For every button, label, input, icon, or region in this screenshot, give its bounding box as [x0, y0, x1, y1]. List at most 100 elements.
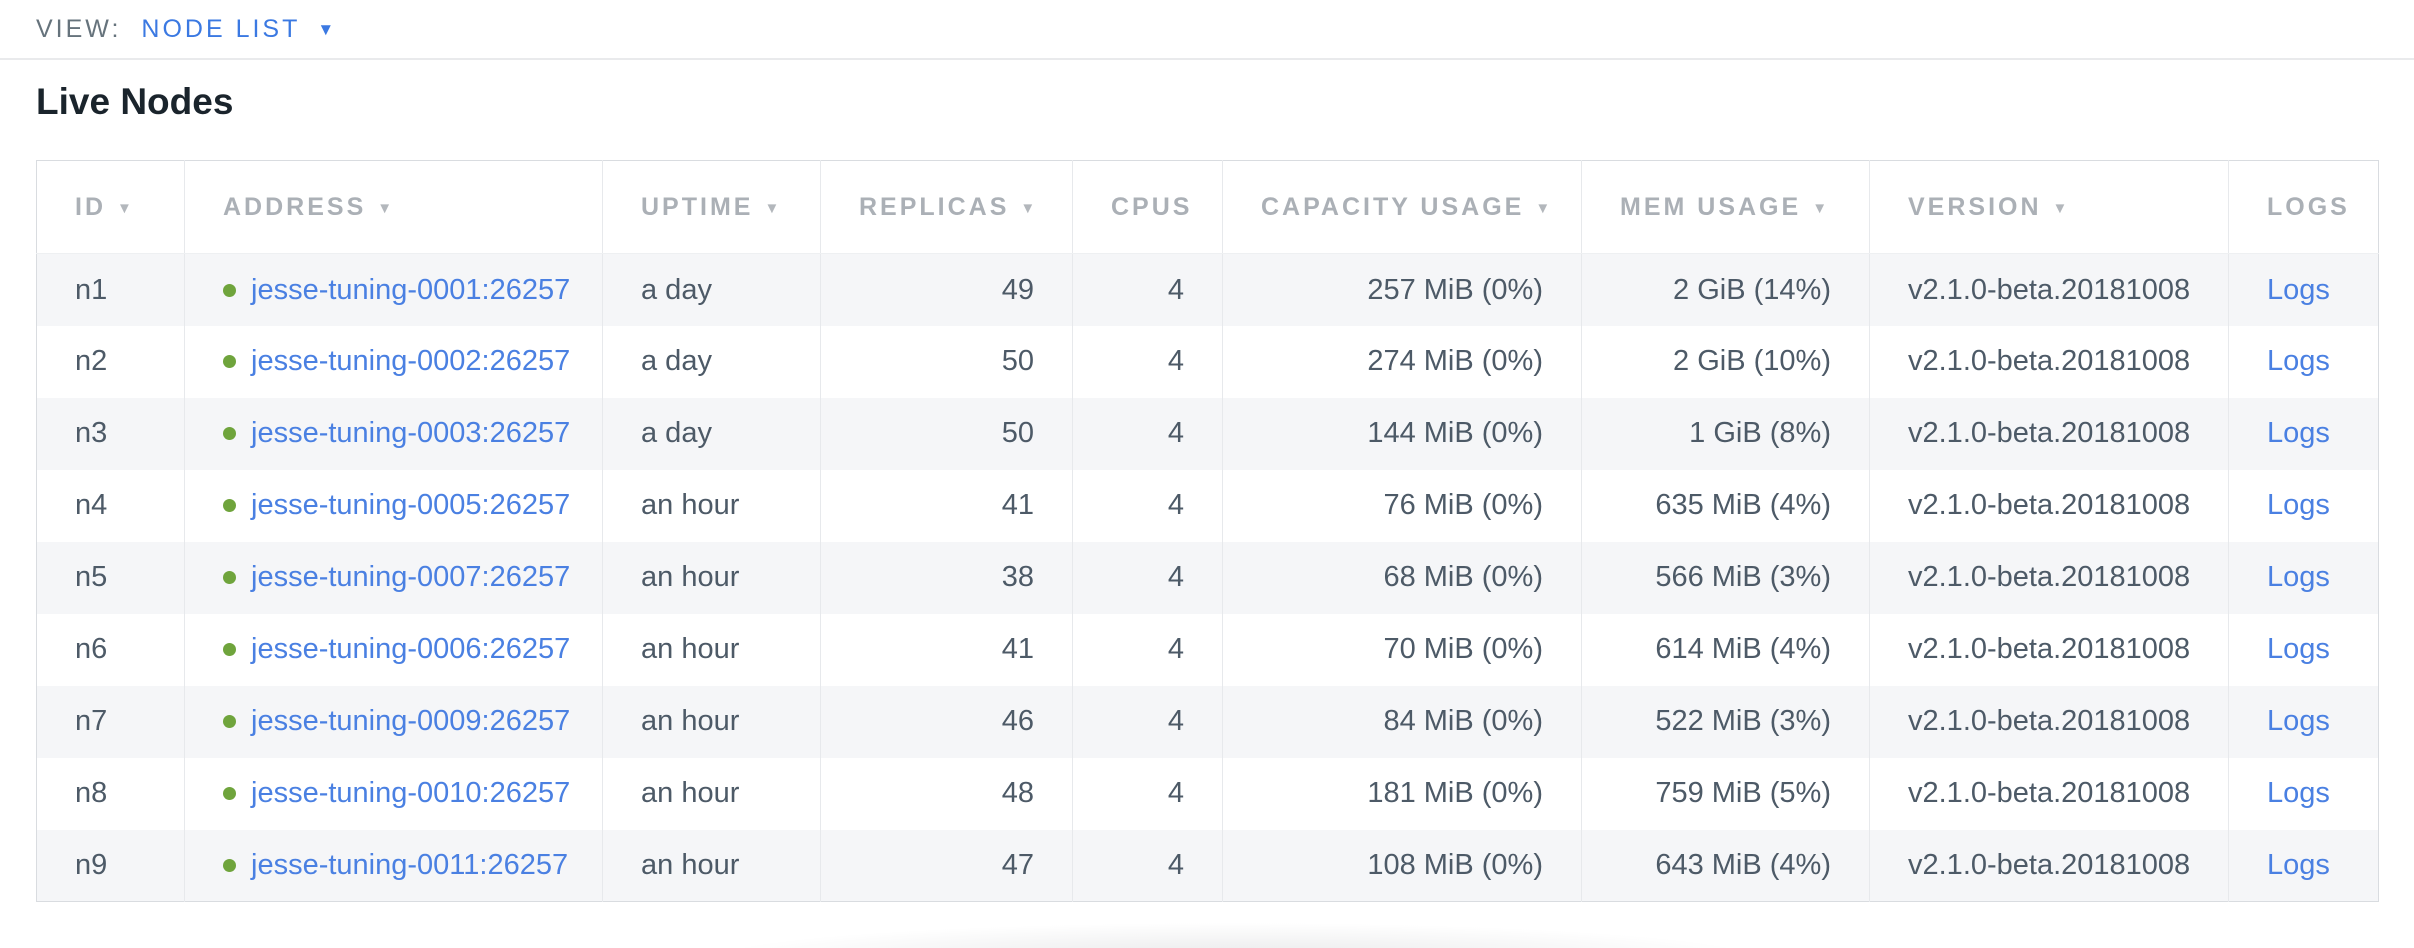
node-address-link[interactable]: jesse-tuning-0003:26257 — [251, 417, 571, 450]
logs-link[interactable]: Logs — [2267, 633, 2330, 666]
node-id-cell: n7 — [75, 705, 108, 738]
node-row-n2: n2 jesse-tuning-0002:26257 a day 50 4 274 MiB… — [36, 325, 2379, 398]
node-address-cell: jesse-tuning-0002:26257 — [184, 325, 603, 398]
node-replicas-cell: 48 — [820, 757, 1073, 830]
node-cpus-cell: 4 — [1072, 685, 1223, 758]
column-header-address[interactable]: ADDRESS ▼ — [184, 160, 603, 255]
node-uptime-cell: an hour — [602, 613, 821, 686]
sort-desc-icon: ▼ — [1535, 199, 1554, 217]
node-row-n7: n7 jesse-tuning-0009:26257 an hour 46 4 84 Mi… — [36, 685, 2379, 758]
node-uptime-cell: an hour — [602, 469, 821, 542]
node-address-cell: jesse-tuning-0007:26257 — [184, 541, 603, 614]
node-cpus-cell: 4 — [1072, 469, 1223, 542]
logs-link[interactable]: Logs — [2267, 849, 2330, 882]
node-replicas-cell: 50 — [820, 397, 1073, 470]
node-id-cell: n4 — [75, 489, 108, 522]
node-mem-cell: 614 MiB (4%) — [1581, 613, 1870, 686]
node-address-link[interactable]: jesse-tuning-0001:26257 — [251, 273, 571, 306]
live-status-icon — [223, 283, 236, 297]
logs-link[interactable]: Logs — [2267, 345, 2330, 378]
node-uptime-cell: an hour — [602, 757, 821, 830]
logs-link[interactable]: Logs — [2267, 273, 2330, 306]
node-address-link[interactable]: jesse-tuning-0002:26257 — [251, 345, 571, 378]
node-id-cell: n3 — [75, 417, 108, 450]
node-address-link[interactable]: jesse-tuning-0007:26257 — [251, 561, 571, 594]
sort-desc-icon: ▼ — [1812, 199, 1831, 217]
node-address-cell: jesse-tuning-0005:26257 — [184, 469, 603, 542]
column-label: CPUS — [1111, 192, 1193, 221]
node-version-cell: v2.1.0-beta.20181008 — [1869, 469, 2229, 542]
live-status-icon — [223, 571, 236, 585]
node-id-cell: n5 — [75, 561, 108, 594]
node-cpus-cell: 4 — [1072, 829, 1223, 902]
node-address-link[interactable]: jesse-tuning-0005:26257 — [251, 489, 571, 522]
view-selector[interactable]: NODE LIST ▼ — [141, 15, 334, 44]
column-label: ID — [75, 192, 106, 221]
logs-link[interactable]: Logs — [2267, 417, 2330, 450]
view-selected-value: NODE LIST — [141, 14, 301, 43]
column-header-mem[interactable]: MEM USAGE ▼ — [1581, 160, 1870, 255]
table-header: ID ▼ ADDRESS ▼ UPTIME ▼ REPLICAS ▼ CPUS CAPACITY … — [36, 160, 2379, 255]
column-header-replicas[interactable]: REPLICAS ▼ — [820, 160, 1073, 255]
node-address-link[interactable]: jesse-tuning-0011:26257 — [251, 849, 569, 882]
logs-link[interactable]: Logs — [2267, 489, 2330, 522]
node-capacity-cell: 274 MiB (0%) — [1222, 325, 1582, 398]
node-capacity-cell: 70 MiB (0%) — [1222, 613, 1582, 686]
node-capacity-cell: 68 MiB (0%) — [1222, 541, 1582, 614]
node-address-cell: jesse-tuning-0009:26257 — [184, 685, 603, 758]
chevron-down-icon: ▼ — [317, 19, 335, 39]
node-mem-cell: 1 GiB (8%) — [1581, 397, 1870, 470]
node-cpus-cell: 4 — [1072, 253, 1223, 326]
node-capacity-cell: 144 MiB (0%) — [1222, 397, 1582, 470]
node-mem-cell: 522 MiB (3%) — [1581, 685, 1870, 758]
node-mem-cell: 759 MiB (5%) — [1581, 757, 1870, 830]
live-status-icon — [223, 859, 236, 873]
sort-desc-icon: ▼ — [117, 199, 135, 217]
node-replicas-cell: 41 — [820, 469, 1073, 542]
node-logs-cell: Logs — [2228, 613, 2379, 686]
column-label: REPLICAS — [859, 192, 1010, 221]
live-nodes-section: Live Nodes ID ▼ ADDRESS ▼ UPTIME ▼ REPLICAS ▼ CP… — [0, 80, 2414, 903]
node-version-cell: v2.1.0-beta.20181008 — [1869, 253, 2229, 326]
logs-link[interactable]: Logs — [2267, 561, 2330, 594]
column-label: MEM USAGE — [1620, 192, 1802, 221]
column-header-logs: LOGS — [2228, 160, 2379, 255]
logs-link[interactable]: Logs — [2267, 705, 2330, 738]
node-cpus-cell: 4 — [1072, 325, 1223, 398]
view-label: VIEW: — [36, 14, 122, 43]
table-header-row: ID ▼ ADDRESS ▼ UPTIME ▼ REPLICAS ▼ CPUS CAPACITY … — [36, 160, 2379, 255]
node-uptime-cell: an hour — [602, 829, 821, 902]
node-version-cell: v2.1.0-beta.20181008 — [1869, 541, 2229, 614]
node-version-cell: v2.1.0-beta.20181008 — [1869, 829, 2229, 902]
node-uptime-cell: a day — [602, 397, 821, 470]
logs-link[interactable]: Logs — [2267, 777, 2330, 810]
column-label: ADDRESS — [223, 192, 367, 221]
node-version-cell: v2.1.0-beta.20181008 — [1869, 325, 2229, 398]
column-header-id[interactable]: ID ▼ — [36, 160, 185, 255]
node-row-n9: n9 jesse-tuning-0011:26257 an hour 47 4 108 M… — [36, 829, 2379, 902]
node-row-n6: n6 jesse-tuning-0006:26257 an hour 41 4 70 Mi… — [36, 613, 2379, 686]
node-capacity-cell: 181 MiB (0%) — [1222, 757, 1582, 830]
node-mem-cell: 2 GiB (10%) — [1581, 325, 1870, 398]
table-body: n1 jesse-tuning-0001:26257 a day 49 4 257 MiB… — [36, 253, 2379, 902]
node-address-cell: jesse-tuning-0011:26257 — [184, 829, 603, 902]
node-address-link[interactable]: jesse-tuning-0006:26257 — [251, 633, 571, 666]
node-id-cell: n8 — [75, 777, 108, 810]
node-row-n8: n8 jesse-tuning-0010:26257 an hour 48 4 181 M… — [36, 757, 2379, 830]
node-cpus-cell: 4 — [1072, 613, 1223, 686]
sort-desc-icon: ▼ — [764, 199, 783, 217]
live-status-icon — [223, 355, 236, 369]
node-address-link[interactable]: jesse-tuning-0009:26257 — [251, 705, 571, 738]
column-header-uptime[interactable]: UPTIME ▼ — [602, 160, 821, 255]
node-address-link[interactable]: jesse-tuning-0010:26257 — [251, 777, 571, 810]
node-id-cell: n1 — [75, 273, 108, 306]
node-logs-cell: Logs — [2228, 541, 2379, 614]
live-status-icon — [223, 787, 236, 801]
node-cpus-cell: 4 — [1072, 541, 1223, 614]
column-header-version[interactable]: VERSION ▼ — [1869, 160, 2229, 255]
node-logs-cell: Logs — [2228, 397, 2379, 470]
node-logs-cell: Logs — [2228, 325, 2379, 398]
column-header-capacity[interactable]: CAPACITY USAGE ▼ — [1222, 160, 1582, 255]
node-replicas-cell: 38 — [820, 541, 1073, 614]
node-logs-cell: Logs — [2228, 253, 2379, 326]
